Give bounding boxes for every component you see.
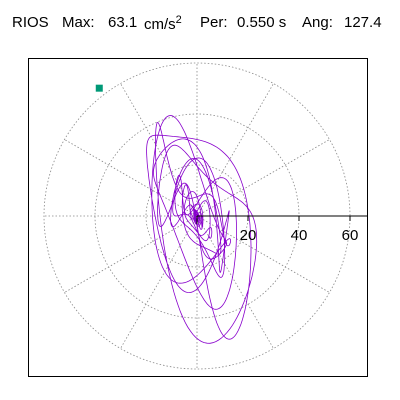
x-tick-label-60: 60 <box>342 227 359 244</box>
max-value: 63.1 <box>108 14 138 31</box>
angle-value: 127.4 <box>344 14 382 31</box>
grid-spoke-240 <box>120 215 198 349</box>
grid-spoke-60 <box>196 83 274 217</box>
max-label: Max: <box>62 14 95 31</box>
angle-label: Ang: <box>302 14 333 31</box>
motion-trace-group <box>146 115 258 344</box>
max-unit-base: cm/s <box>144 16 176 33</box>
max-unit-exp: 2 <box>175 14 182 26</box>
motion-trace <box>146 115 258 344</box>
x-tick-label-40: 40 <box>291 227 308 244</box>
max-unit: cm/s2 <box>144 14 182 33</box>
axes-group: 20 40 60 <box>196 215 367 244</box>
x-tick-label-20: 20 <box>240 227 257 244</box>
grid-spoke-30 <box>196 139 330 217</box>
plot-frame <box>28 58 368 377</box>
period-label: Per: <box>200 14 228 31</box>
grid-spoke-210 <box>64 215 198 293</box>
chart-header: RIOS Max: 63.1 cm/s2 Per: 0.550 s Ang: 1… <box>12 14 397 40</box>
station-name: RIOS <box>12 14 49 31</box>
max-marker-group <box>95 84 103 92</box>
max-marker <box>95 84 103 92</box>
grid-spoke-120 <box>120 83 198 217</box>
period-value: 0.550 s <box>237 14 287 31</box>
